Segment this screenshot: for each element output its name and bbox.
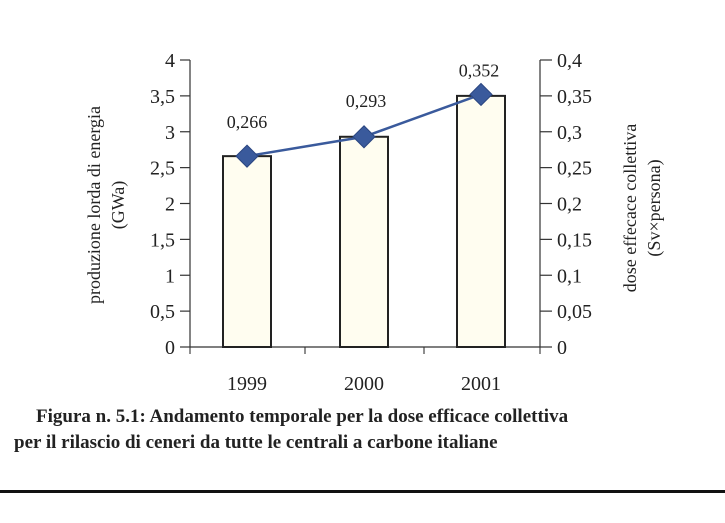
right-y-tick-label: 0 <box>557 337 567 359</box>
right-y-tick-label: 0,4 <box>557 50 582 72</box>
right-axis-unit: (Sv×persona) <box>644 159 665 256</box>
left-y-tick-label: 2 <box>165 194 175 216</box>
left-y-tick-label: 2,5 <box>150 158 175 180</box>
left-y-tick-label: 3 <box>165 122 175 144</box>
data-label: 0,293 <box>346 91 387 111</box>
left-y-tick-label: 0 <box>165 337 175 359</box>
left-axis-title: produzione lorda di energia <box>84 106 104 304</box>
left-y-tick-label: 4 <box>165 50 175 72</box>
left-y-tick-label: 3,5 <box>150 86 175 108</box>
right-y-tick-label: 0,35 <box>557 86 592 108</box>
bar <box>456 94 506 348</box>
figure-caption: Figura n. 5.1: Andamento temporale per l… <box>14 404 719 456</box>
caption-line-1: Figura n. 5.1: Andamento temporale per l… <box>36 406 569 427</box>
x-tick-label: 1999 <box>227 373 267 395</box>
caption-line-2: per il rilascio di ceneri da tutte le ce… <box>14 432 498 453</box>
chart: 0 0,5 1 1,5 2 2,5 3 3,5 4 0 0,05 0,1 0,15 0,2 0,25 0,3 0… <box>84 50 665 395</box>
right-y-tick-label: 0,25 <box>557 158 592 180</box>
dose-marker <box>352 125 376 149</box>
x-tick-label: 2001 <box>461 373 501 395</box>
right-y-tick-label: 0,15 <box>557 229 592 251</box>
right-y-tick-label: 0,3 <box>557 122 582 144</box>
dose-marker <box>235 144 259 168</box>
bottom-rule <box>0 490 725 493</box>
right-y-tick-label: 0,1 <box>557 265 582 287</box>
right-axis-title: dose effecace collettiva <box>620 124 640 293</box>
data-label: 0,266 <box>227 112 268 132</box>
dose-marker <box>469 82 493 107</box>
left-axis-unit: (GWa) <box>108 181 129 230</box>
left-y-tick-label: 0,5 <box>150 301 175 323</box>
left-y-tick-label: 1 <box>165 265 175 287</box>
right-y-tick-label: 0,05 <box>557 301 592 323</box>
bar <box>222 155 272 348</box>
right-y-tick-label: 0,2 <box>557 194 582 216</box>
left-y-tick-label: 1,5 <box>150 229 175 251</box>
data-label: 0,352 <box>459 60 500 80</box>
bar <box>339 135 389 348</box>
x-tick-label: 2000 <box>344 373 384 395</box>
